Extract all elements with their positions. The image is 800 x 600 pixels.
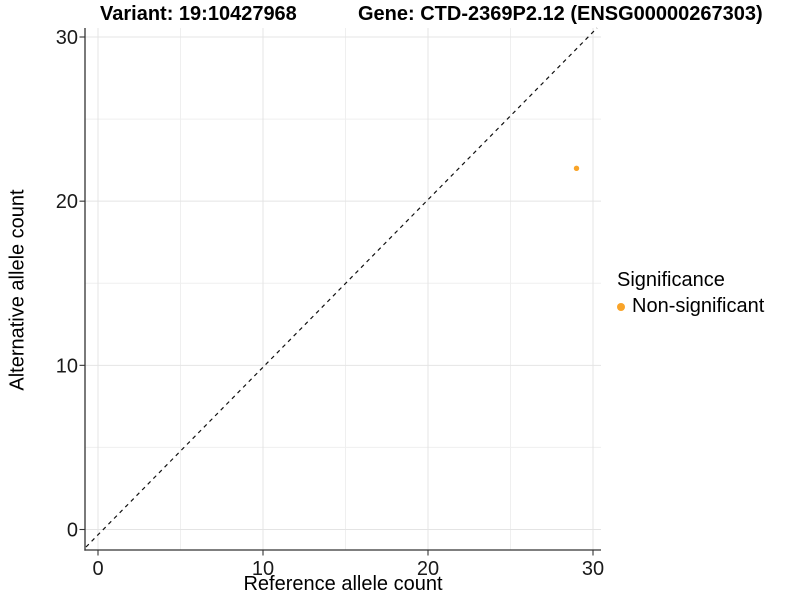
identity-line — [85, 27, 598, 548]
gene-title: Gene: CTD-2369P2.12 (ENSG00000267303) — [358, 3, 763, 25]
x-axis-tick-label: 20 — [417, 558, 439, 580]
x-axis-tick-label: 10 — [252, 558, 274, 580]
y-axis-label: Alternative allele count — [6, 189, 29, 391]
legend-item-label: Non-significant — [632, 295, 765, 317]
y-axis-tick-label: 10 — [56, 355, 78, 377]
y-axis-tick-label: 0 — [67, 520, 78, 542]
x-axis-tick-label: 30 — [582, 558, 604, 580]
y-axis-tick-label: 30 — [56, 27, 78, 49]
legend: Significance Non-significant — [617, 269, 764, 318]
y-axis-tick-label: 20 — [56, 191, 78, 213]
data-point — [573, 165, 580, 172]
legend-title: Significance — [617, 269, 725, 291]
x-axis-label: Reference allele count — [243, 573, 443, 595]
x-axis-tick-label: 0 — [92, 558, 103, 580]
legend-item-non-significant: Non-significant — [617, 295, 764, 318]
point-swatch-icon — [617, 302, 625, 311]
variant-title: Variant: 19:10427968 — [100, 3, 297, 25]
